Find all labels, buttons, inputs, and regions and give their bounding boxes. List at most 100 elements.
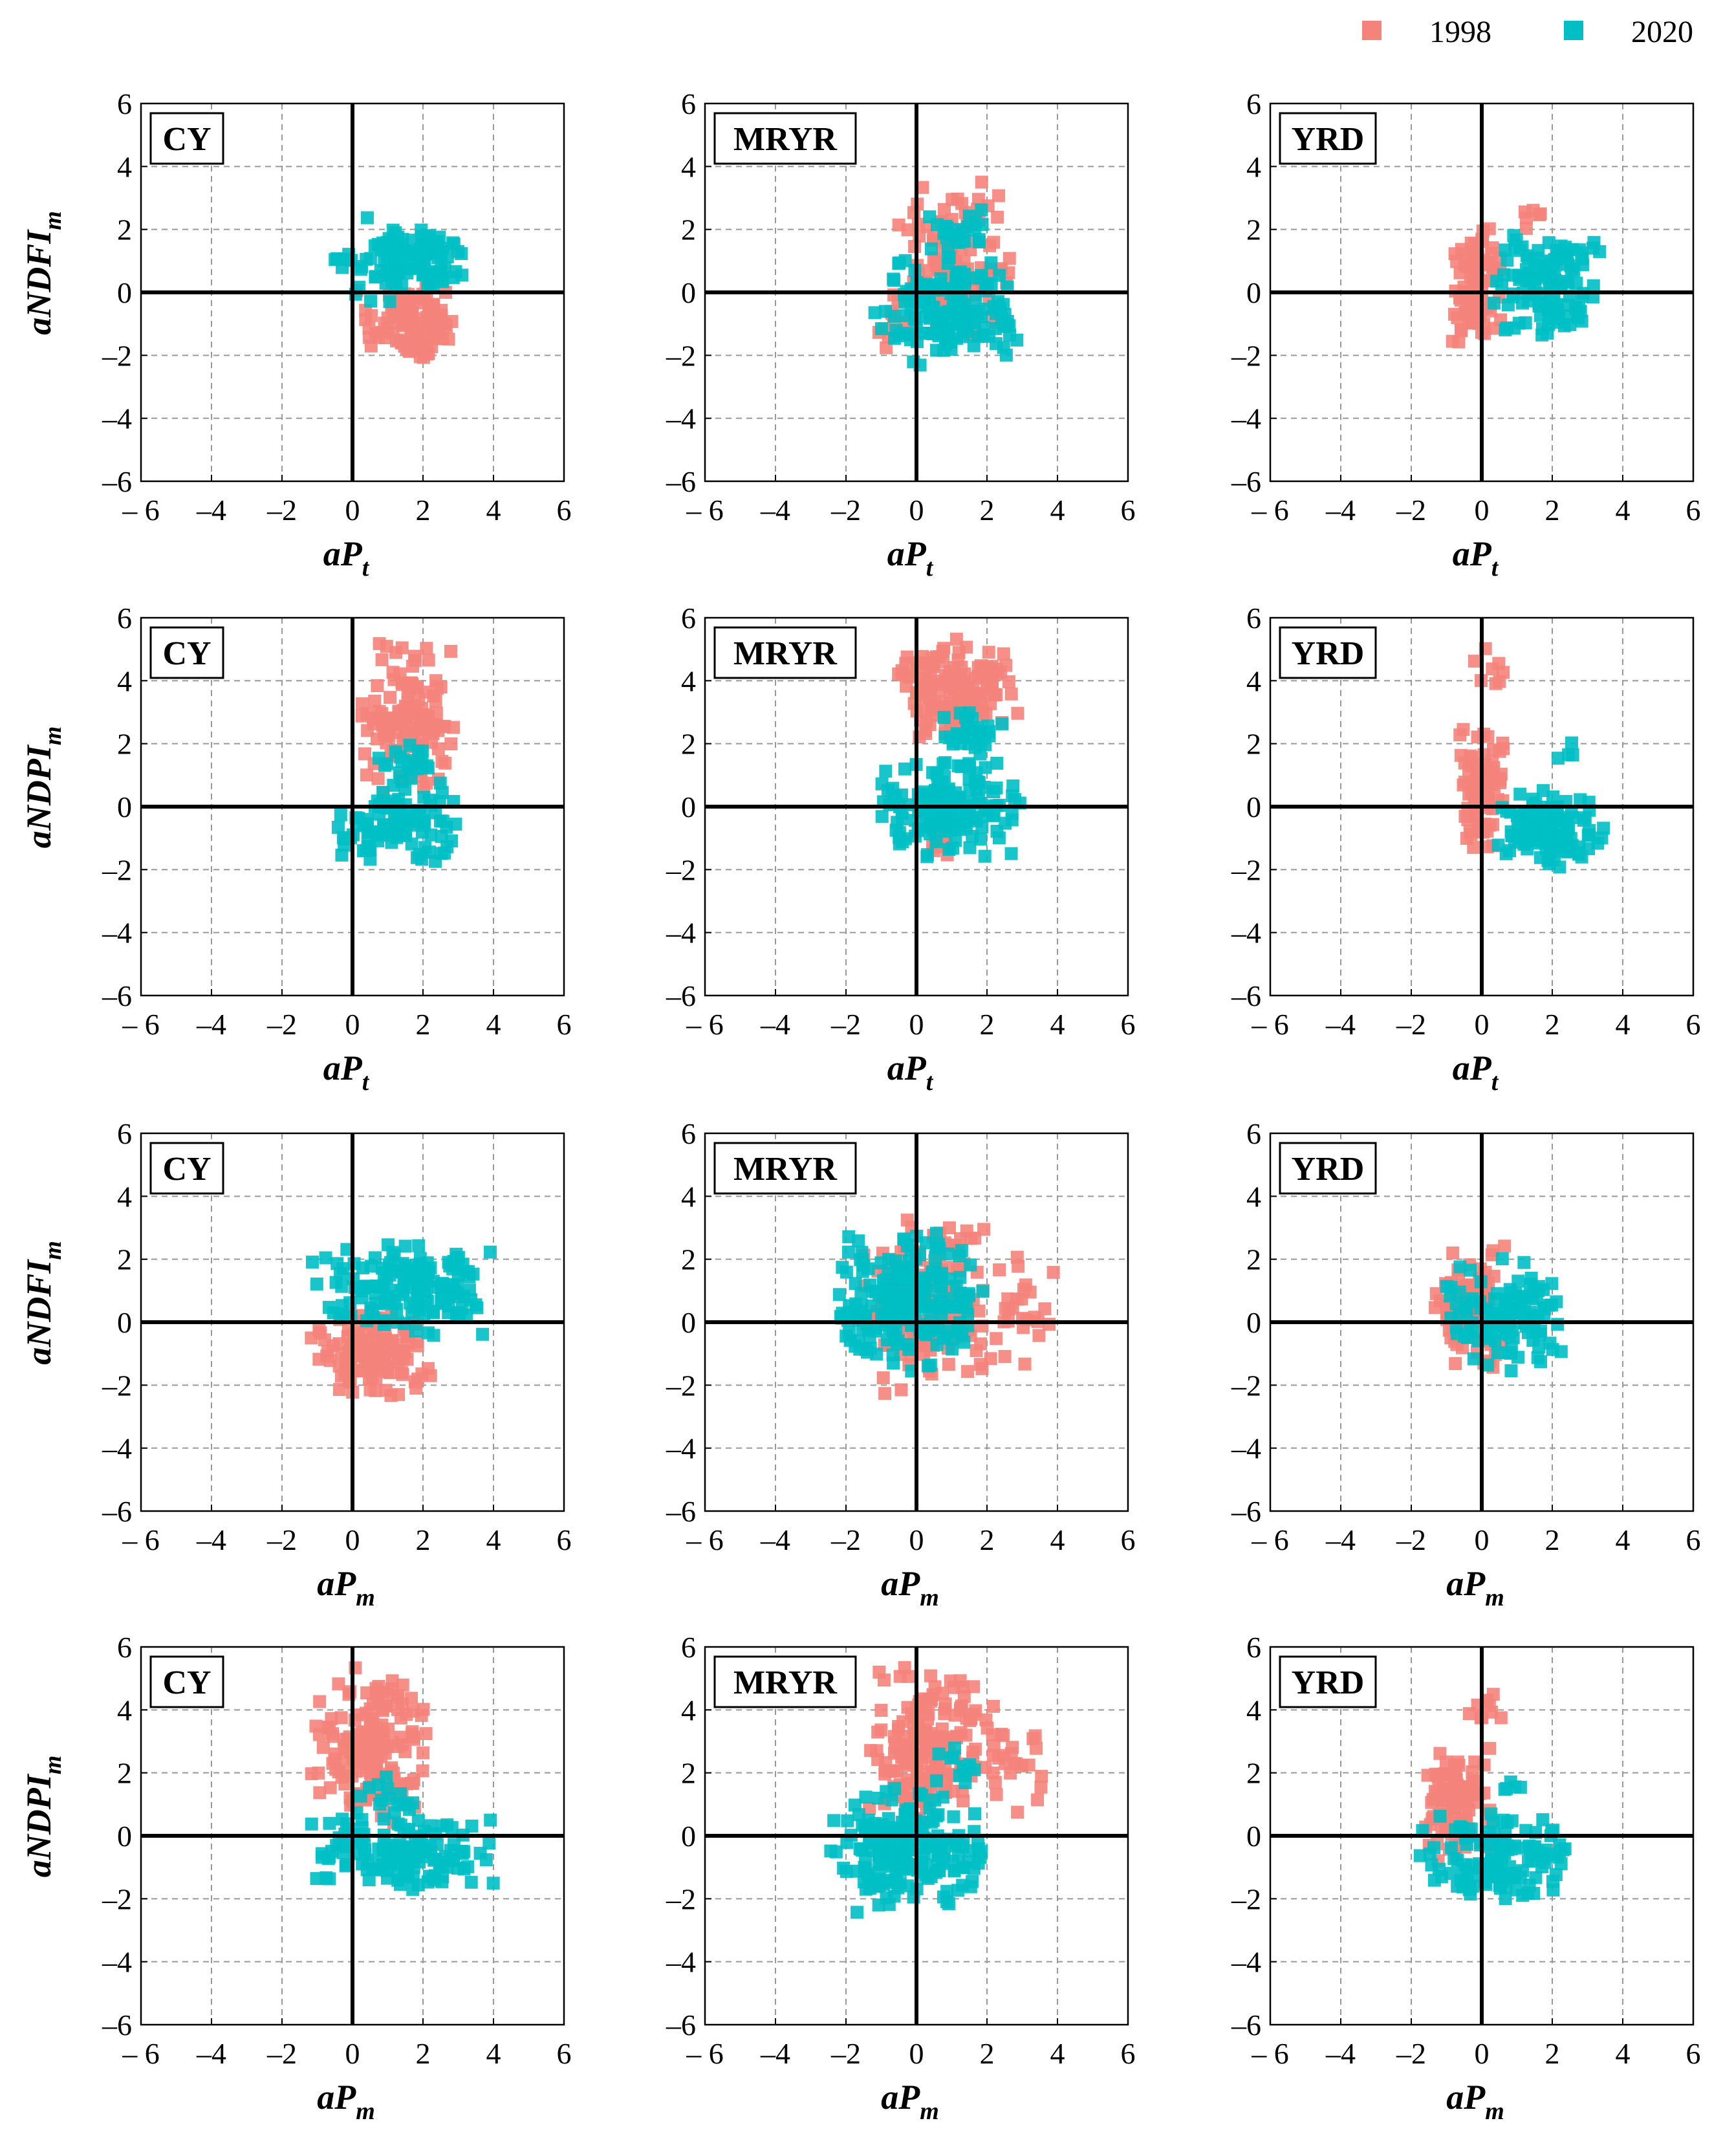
point-2020 [1587, 279, 1600, 292]
point-2020 [939, 219, 953, 233]
point-2020 [946, 300, 960, 314]
point-2020 [990, 824, 1004, 838]
point-1998 [1477, 748, 1491, 761]
x-tick-label: 6 [1686, 1008, 1701, 1041]
point-1998 [1454, 323, 1468, 336]
point-1998 [313, 1695, 327, 1708]
point-1998 [375, 653, 389, 666]
y-tick-label: –4 [666, 1946, 696, 1979]
point-2020 [898, 762, 912, 776]
point-1998 [871, 1725, 885, 1739]
x-tick-label: – 6 [122, 2037, 160, 2070]
point-2020 [1517, 1301, 1531, 1314]
point-2020 [1523, 1278, 1537, 1291]
point-2020 [841, 1245, 855, 1259]
point-2020 [1466, 1292, 1479, 1305]
y-tick-label: –2 [666, 339, 696, 372]
point-2020 [1484, 1807, 1498, 1821]
y-tick-label: 2 [117, 728, 132, 761]
point-2020 [375, 1261, 389, 1275]
point-2020 [310, 1277, 323, 1290]
point-1998 [325, 1727, 339, 1741]
point-2020 [1570, 276, 1583, 290]
point-2020 [880, 1844, 893, 1858]
tick-labels: – 6–6 –4 –4 –2 –2 0 0 2 2 4 4 6 6 [1231, 1117, 1701, 1556]
point-1998 [313, 1786, 327, 1800]
point-2020 [964, 1258, 977, 1272]
point-2020 [975, 820, 989, 834]
region-label-box [1279, 1142, 1377, 1195]
region-label-box [713, 1142, 857, 1195]
panel-cy-r2: – 6–6 –4 –4 –2 –2 0 0 2 2 4 4 6 6 CY aPt aNDPIm [19, 602, 572, 1096]
point-1998 [958, 677, 971, 690]
point-1998 [435, 755, 449, 768]
point-2020 [870, 1347, 883, 1361]
point-1998 [366, 1697, 380, 1711]
scatter-points [832, 1214, 1060, 1400]
point-2020 [1513, 787, 1527, 801]
point-2020 [403, 1803, 417, 1816]
y-tick-label: –6 [102, 1495, 132, 1528]
point-2020 [1449, 1321, 1463, 1334]
y-tick-label: –4 [1231, 402, 1261, 435]
point-1998 [396, 1678, 409, 1692]
region-label-box [713, 1655, 857, 1708]
legend-marker-2020 [1564, 21, 1583, 40]
point-2020 [394, 1878, 407, 1891]
x-tick-label: – 6 [686, 494, 724, 527]
point-1998 [372, 1679, 385, 1693]
point-1998 [386, 327, 400, 340]
point-2020 [843, 1334, 857, 1347]
point-2020 [954, 737, 968, 750]
point-1998 [355, 697, 369, 711]
point-1998 [432, 315, 446, 329]
point-1998 [434, 681, 448, 694]
point-1998 [990, 688, 1003, 702]
x-axis-label: aPt [887, 534, 934, 582]
point-1998 [1483, 1741, 1497, 1755]
point-2020 [961, 722, 975, 735]
point-2020 [411, 1814, 425, 1827]
point-2020 [1513, 273, 1526, 287]
point-2020 [449, 818, 462, 831]
point-2020 [445, 834, 459, 847]
point-1998 [961, 1365, 975, 1378]
x-tick-label: 4 [1050, 1008, 1065, 1041]
point-2020 [418, 1845, 431, 1858]
region-label: YRD [1279, 626, 1377, 679]
point-2020 [859, 1791, 872, 1804]
point-2020 [853, 1842, 867, 1855]
panel-yrd-r2: – 6–6 –4 –4 –2 –2 0 0 2 2 4 4 6 6 YRD aPt [1231, 602, 1701, 1096]
point-2020 [424, 828, 438, 842]
point-2020 [917, 1276, 931, 1290]
point-2020 [968, 1763, 981, 1776]
x-axis-label: aPt [323, 534, 370, 582]
point-1998 [1004, 687, 1018, 701]
point-1998 [316, 1741, 330, 1754]
region-label-box [713, 112, 857, 165]
x-tick-label: 6 [557, 1523, 572, 1556]
legend-marker-1998 [1362, 21, 1382, 40]
y-tick-label: –6 [102, 465, 132, 498]
point-2020 [305, 1256, 319, 1269]
point-2020 [455, 247, 468, 261]
x-tick-label: –2 [266, 2037, 297, 2070]
scatter-points [1446, 204, 1607, 349]
x-tick-label: 2 [1545, 494, 1560, 527]
point-1998 [334, 1711, 348, 1725]
point-2020 [402, 1270, 416, 1284]
point-1998 [982, 646, 995, 659]
point-2020 [443, 1259, 457, 1273]
point-2020 [1508, 321, 1521, 335]
scatter-points [305, 1238, 497, 1402]
point-1998 [391, 1703, 404, 1716]
point-2020 [929, 1263, 942, 1276]
tick-labels: – 6–6 –4 –4 –2 –2 0 0 2 2 4 4 6 6 [102, 602, 572, 1041]
y-tick-label: 4 [681, 664, 696, 697]
x-tick-label: – 6 [686, 1523, 724, 1556]
point-2020 [335, 848, 349, 862]
y-tick-label: 4 [1246, 1180, 1261, 1213]
point-2020 [842, 1230, 856, 1243]
point-2020 [902, 1343, 916, 1356]
point-2020 [959, 1776, 972, 1789]
